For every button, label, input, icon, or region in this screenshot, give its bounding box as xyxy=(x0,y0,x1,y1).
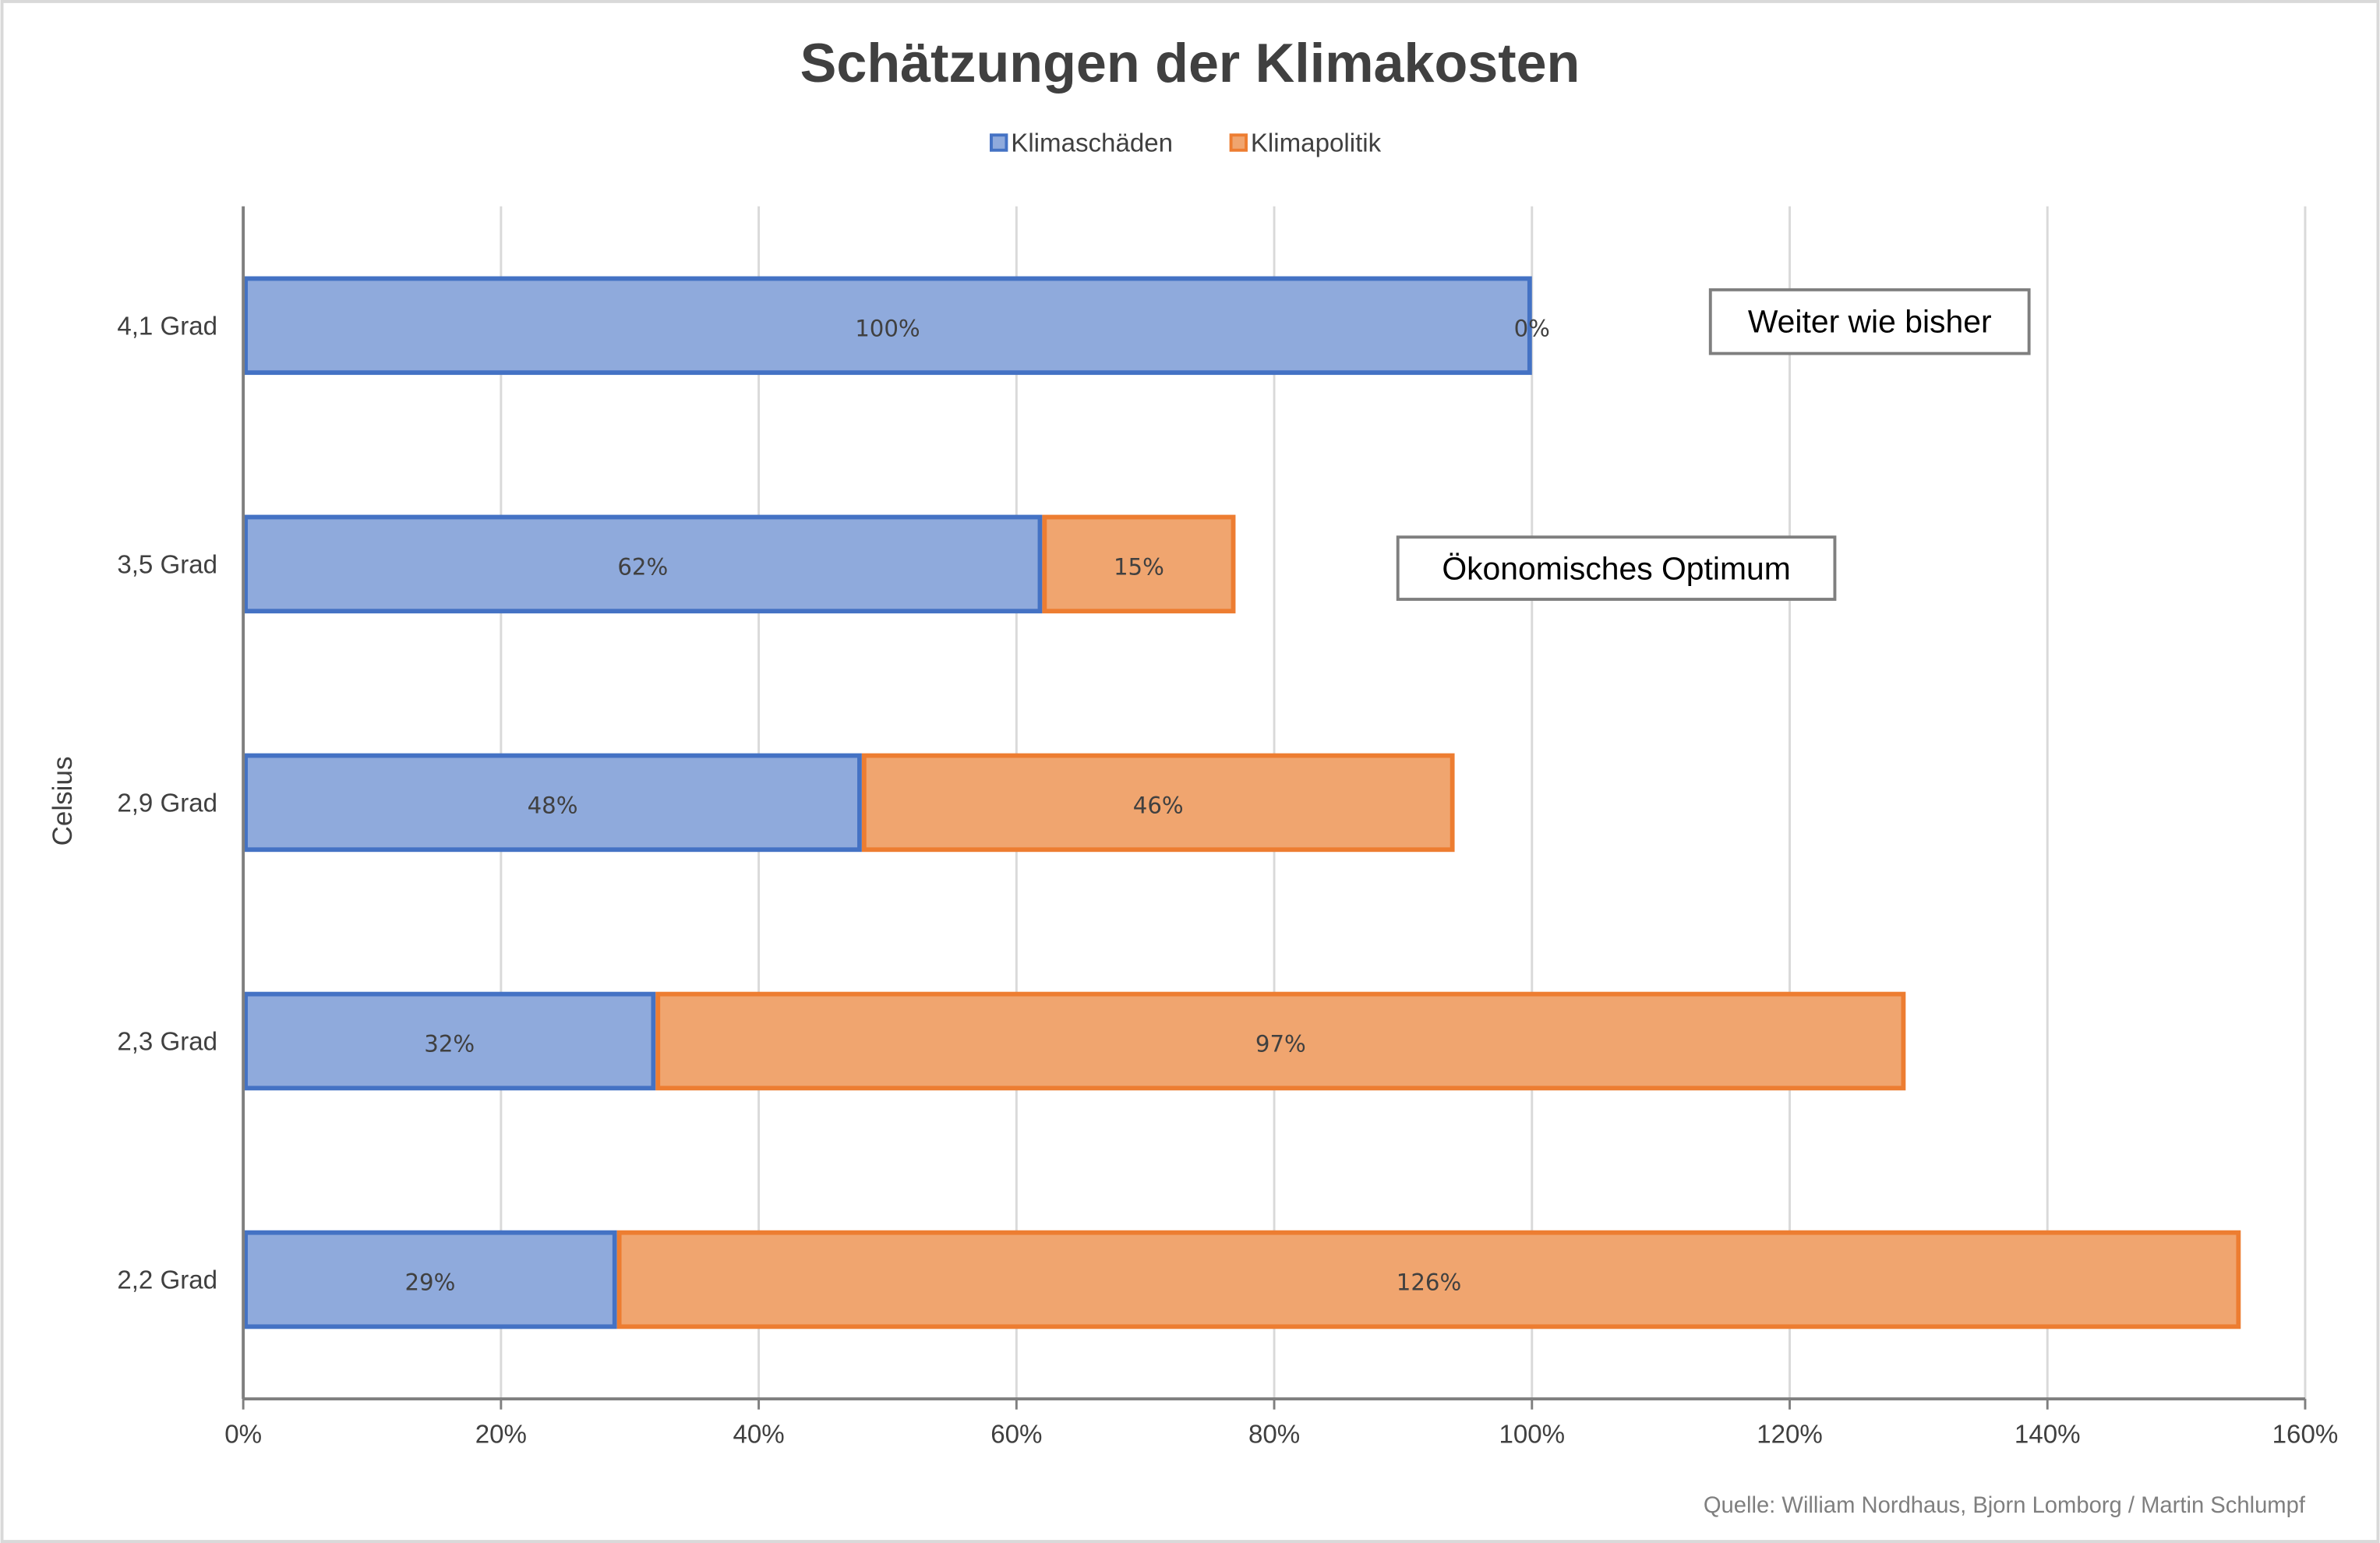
bar-klimaschaeden xyxy=(243,1230,617,1329)
legend: Klimaschäden Klimapolitik xyxy=(990,129,1382,158)
y-tick-label: 4,1 Grad xyxy=(117,312,217,341)
data-label: 15% xyxy=(1114,553,1164,580)
legend-swatch-klimaschaeden xyxy=(990,133,1008,152)
x-tick-label: 120% xyxy=(1757,1421,1823,1449)
annotation-weiter-wie-bisher: Weiter wie bisher xyxy=(1708,288,2031,355)
data-label: 100% xyxy=(855,315,920,341)
legend-label-klimaschaeden: Klimaschäden xyxy=(1011,129,1173,158)
y-tick-label: 2,2 Grad xyxy=(117,1266,217,1295)
data-label: 126% xyxy=(1397,1269,1461,1296)
bar-klimaschaeden xyxy=(243,276,1532,376)
bar-klimapolitik xyxy=(861,753,1455,853)
x-tick-label: 160% xyxy=(2272,1421,2339,1449)
data-label: 62% xyxy=(617,553,668,580)
x-tick-label: 20% xyxy=(475,1421,527,1449)
bar-klimaschaeden xyxy=(243,991,656,1091)
data-label: 97% xyxy=(1255,1031,1306,1058)
chart-title: Schätzungen der Klimakosten xyxy=(800,33,1580,94)
data-label: 32% xyxy=(424,1031,475,1058)
data-label: 29% xyxy=(404,1269,455,1296)
legend-swatch-klimapolitik xyxy=(1229,133,1248,152)
y-tick-label: 2,9 Grad xyxy=(117,789,217,818)
bar-klimapolitik xyxy=(1042,514,1236,614)
bar-klimaschaeden xyxy=(243,514,1043,614)
y-tick-label: 2,3 Grad xyxy=(117,1028,217,1057)
bar-klimapolitik xyxy=(616,1230,2241,1329)
x-tick-label: 60% xyxy=(990,1421,1042,1449)
annotation-text: Ökonomisches Optimum xyxy=(1442,551,1790,587)
data-label: 0% xyxy=(1514,315,1550,341)
x-tick-label: 40% xyxy=(733,1421,784,1449)
x-tick-label: 0% xyxy=(224,1421,262,1449)
bar-klimapolitik xyxy=(655,991,1906,1091)
source-note: Quelle: William Nordhaus, Bjorn Lomborg … xyxy=(1704,1493,2306,1518)
x-tick-label: 140% xyxy=(2015,1421,2081,1449)
annotation-text: Weiter wie bisher xyxy=(1748,303,1992,339)
data-label: 48% xyxy=(528,793,578,819)
x-tick-label: 80% xyxy=(1248,1421,1300,1449)
data-label: 46% xyxy=(1133,793,1184,819)
x-tick-label: 100% xyxy=(1499,1421,1565,1449)
y-tick-label: 3,5 Grad xyxy=(117,551,217,580)
legend-label-klimapolitik: Klimapolitik xyxy=(1251,129,1382,158)
bar-klimaschaeden xyxy=(243,753,862,853)
y-axis-title: Celsius xyxy=(48,757,78,846)
annotation-oekonomisches-optimum: Ökonomisches Optimum xyxy=(1396,535,1837,601)
